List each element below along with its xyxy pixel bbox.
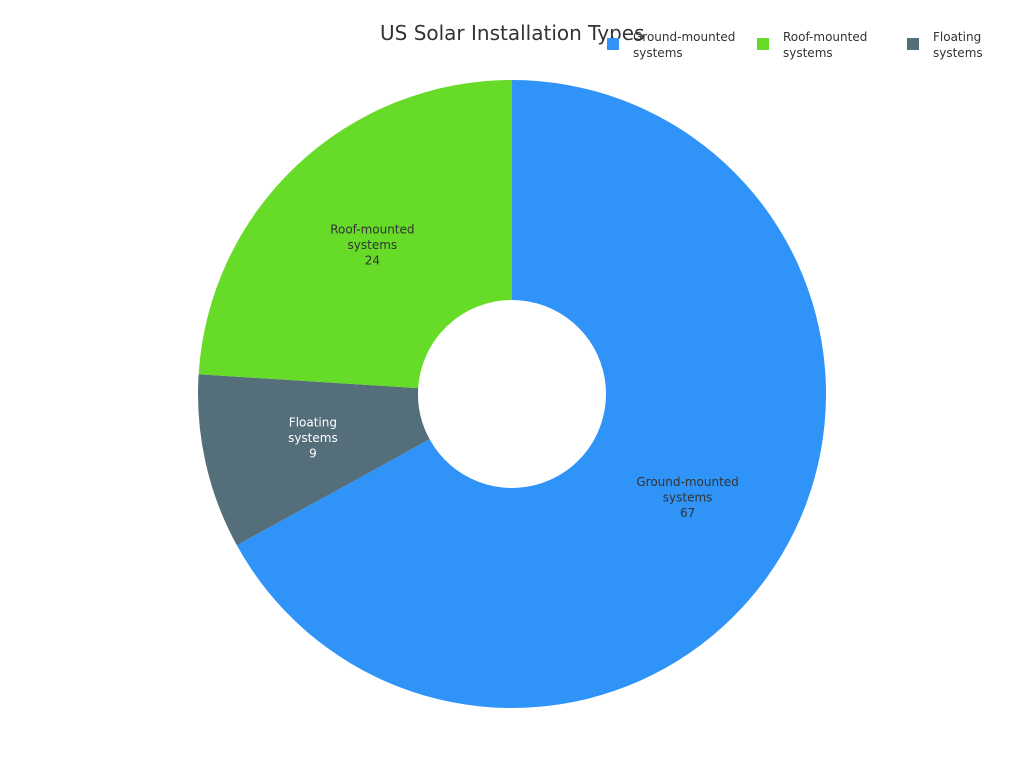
legend-swatch: [607, 38, 619, 50]
chart-title: US Solar Installation Types: [380, 21, 645, 45]
legend-swatch: [757, 38, 769, 50]
slice-label: Ground-mounted systems 67: [636, 475, 738, 520]
slice-ground-mounted-systems[interactable]: [236, 80, 827, 708]
legend-label: Floating systems: [933, 30, 983, 60]
legend-label: Roof-mounted systems: [783, 30, 868, 60]
slice-label: Roof-mounted systems 24: [330, 222, 414, 267]
legend-item[interactable]: Roof-mounted systems: [757, 29, 889, 61]
legend-swatch: [907, 38, 919, 50]
slice-roof-mounted-systems[interactable]: [198, 80, 512, 389]
legend-item[interactable]: Floating systems: [907, 29, 1024, 61]
legend-label: Ground-mounted systems: [633, 30, 736, 60]
legend-item[interactable]: Ground-mounted systems: [607, 29, 739, 61]
slice-label: Floating systems 9: [288, 416, 338, 461]
slice-floating-systems[interactable]: [198, 374, 430, 546]
legend: Ground-mounted systems Roof-mounted systems…: [607, 29, 1024, 61]
